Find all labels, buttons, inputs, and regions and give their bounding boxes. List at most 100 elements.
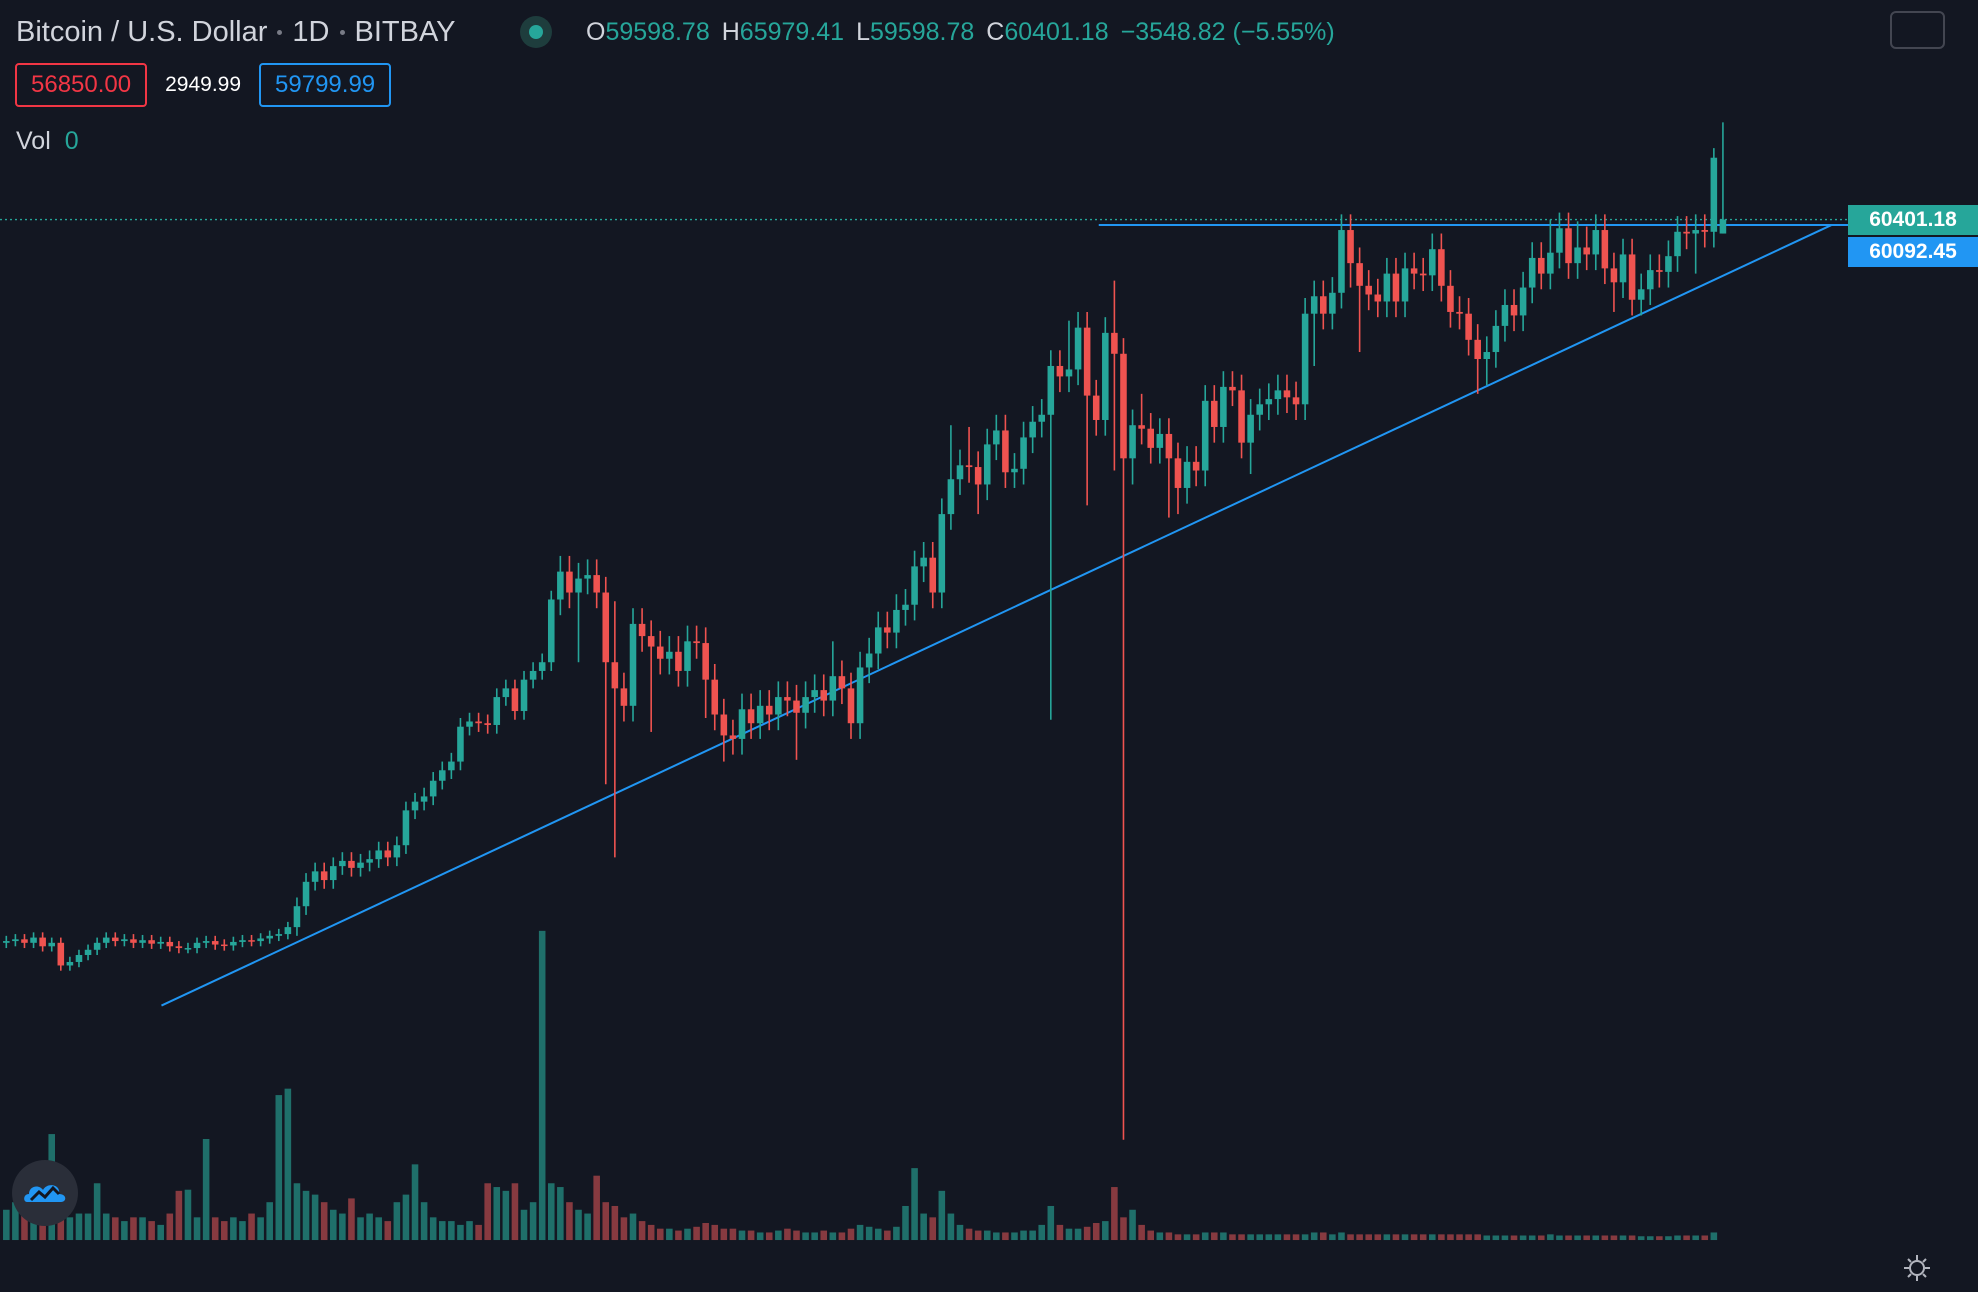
candle-body: [874, 627, 882, 654]
candle-body: [393, 845, 401, 858]
candle-body: [275, 934, 283, 936]
candle-body: [1283, 390, 1291, 398]
volume-bar: [320, 1202, 328, 1241]
close-value: 60401.18: [1004, 17, 1109, 46]
interval[interactable]: 1D: [292, 15, 330, 48]
volume-bar: [1537, 1235, 1545, 1241]
volume-bar: [1165, 1232, 1173, 1241]
volume-bar: [1201, 1232, 1209, 1241]
candle-body: [1047, 365, 1055, 415]
volume-bar: [802, 1232, 809, 1241]
candle-body: [1528, 257, 1536, 288]
volume-bar: [1174, 1234, 1182, 1241]
volume-bar: [1465, 1234, 1472, 1241]
volume-bar: [675, 1230, 682, 1241]
volume-bar: [393, 1202, 401, 1241]
bid[interactable]: 56850.00: [15, 63, 148, 107]
candle-body: [1710, 157, 1718, 232]
candle-body: [1519, 287, 1527, 316]
volume-bar: [702, 1223, 709, 1241]
market-status[interactable]: [520, 16, 552, 48]
volume-bar: [239, 1221, 246, 1241]
candle-body: [1156, 433, 1164, 448]
toolbar-button[interactable]: [1890, 11, 1945, 49]
candle-body: [1056, 365, 1064, 377]
volume-bar: [30, 1213, 37, 1241]
candle-body: [1356, 263, 1363, 286]
candle-body: [702, 643, 709, 680]
ask[interactable]: 59799.99: [259, 63, 392, 107]
volume-bar: [529, 1202, 537, 1241]
candle-body: [230, 941, 237, 946]
candle-body: [829, 676, 837, 701]
volume-bar: [1038, 1224, 1046, 1241]
volume-bar: [1301, 1234, 1309, 1241]
volume-bar: [175, 1190, 183, 1241]
candle-body: [366, 859, 373, 863]
open-value: 59598.78: [605, 17, 710, 46]
symbol-header: Bitcoin / U.S. Dollar 1D BITBAY: [16, 12, 456, 52]
volume-bar: [666, 1228, 673, 1241]
volume-bar: [1283, 1234, 1291, 1241]
settings-icon[interactable]: [1902, 1253, 1932, 1283]
volume-bar: [148, 1221, 155, 1241]
logo[interactable]: [12, 1160, 78, 1226]
candle-body: [102, 937, 110, 943]
candle-body: [1429, 249, 1436, 276]
volume-legend: Vol 0: [16, 124, 79, 158]
candle-body: [257, 938, 264, 942]
candle-body: [1410, 268, 1418, 274]
volume-bar: [1483, 1235, 1491, 1241]
candle-body: [1447, 285, 1454, 312]
volume-bar: [39, 1213, 46, 1241]
volume-bar: [602, 1202, 610, 1241]
candle-body: [629, 623, 637, 706]
candle-body: [1111, 332, 1118, 354]
candle-body: [1338, 230, 1345, 293]
candle-body: [166, 941, 174, 947]
volume-bar: [747, 1230, 755, 1241]
volume-bar: [1574, 1235, 1581, 1241]
volume-bar: [1074, 1228, 1082, 1241]
candle-body: [493, 697, 501, 725]
volume-bar: [1665, 1236, 1672, 1241]
volume-bar: [1501, 1235, 1509, 1241]
volume-bar: [1338, 1232, 1345, 1241]
volume-value: 0: [64, 126, 79, 155]
volume-bar: [856, 1224, 864, 1241]
candle-body: [911, 566, 918, 605]
volume-bar: [1628, 1235, 1636, 1241]
volume-bar: [1447, 1234, 1454, 1241]
candle-body: [1247, 414, 1254, 443]
candle-body: [266, 935, 273, 939]
symbol[interactable]: Bitcoin / U.S. Dollar: [16, 15, 268, 48]
candle-body: [1465, 313, 1472, 340]
candle-body: [1419, 273, 1427, 276]
change: −3548.82 (−5.55%): [1120, 17, 1335, 46]
volume-bar: [1619, 1235, 1627, 1241]
candle-body: [1011, 468, 1018, 473]
volume-bar: [629, 1213, 637, 1241]
candle-body: [993, 430, 1000, 445]
candle-body: [184, 948, 192, 950]
candle-body: [1229, 386, 1236, 391]
candle-body: [856, 667, 864, 724]
candle-body: [1683, 231, 1690, 234]
candle-body: [21, 939, 28, 943]
candle-body: [547, 599, 555, 663]
volume-bar: [1528, 1235, 1536, 1241]
volume-bar: [1056, 1224, 1064, 1241]
candle-body: [93, 942, 101, 950]
candle-body: [1692, 230, 1699, 234]
candle-body: [693, 641, 700, 644]
candle-body: [239, 940, 246, 942]
volume-bar: [1637, 1236, 1645, 1241]
spread: 2949.99: [165, 73, 242, 96]
volume-bar: [1011, 1232, 1018, 1241]
candle-body: [112, 937, 119, 942]
volume-bar: [130, 1217, 137, 1241]
candle-body: [847, 688, 855, 724]
candle-body: [1183, 461, 1191, 488]
volume-bar: [1392, 1234, 1400, 1241]
volume-bar: [929, 1217, 937, 1241]
